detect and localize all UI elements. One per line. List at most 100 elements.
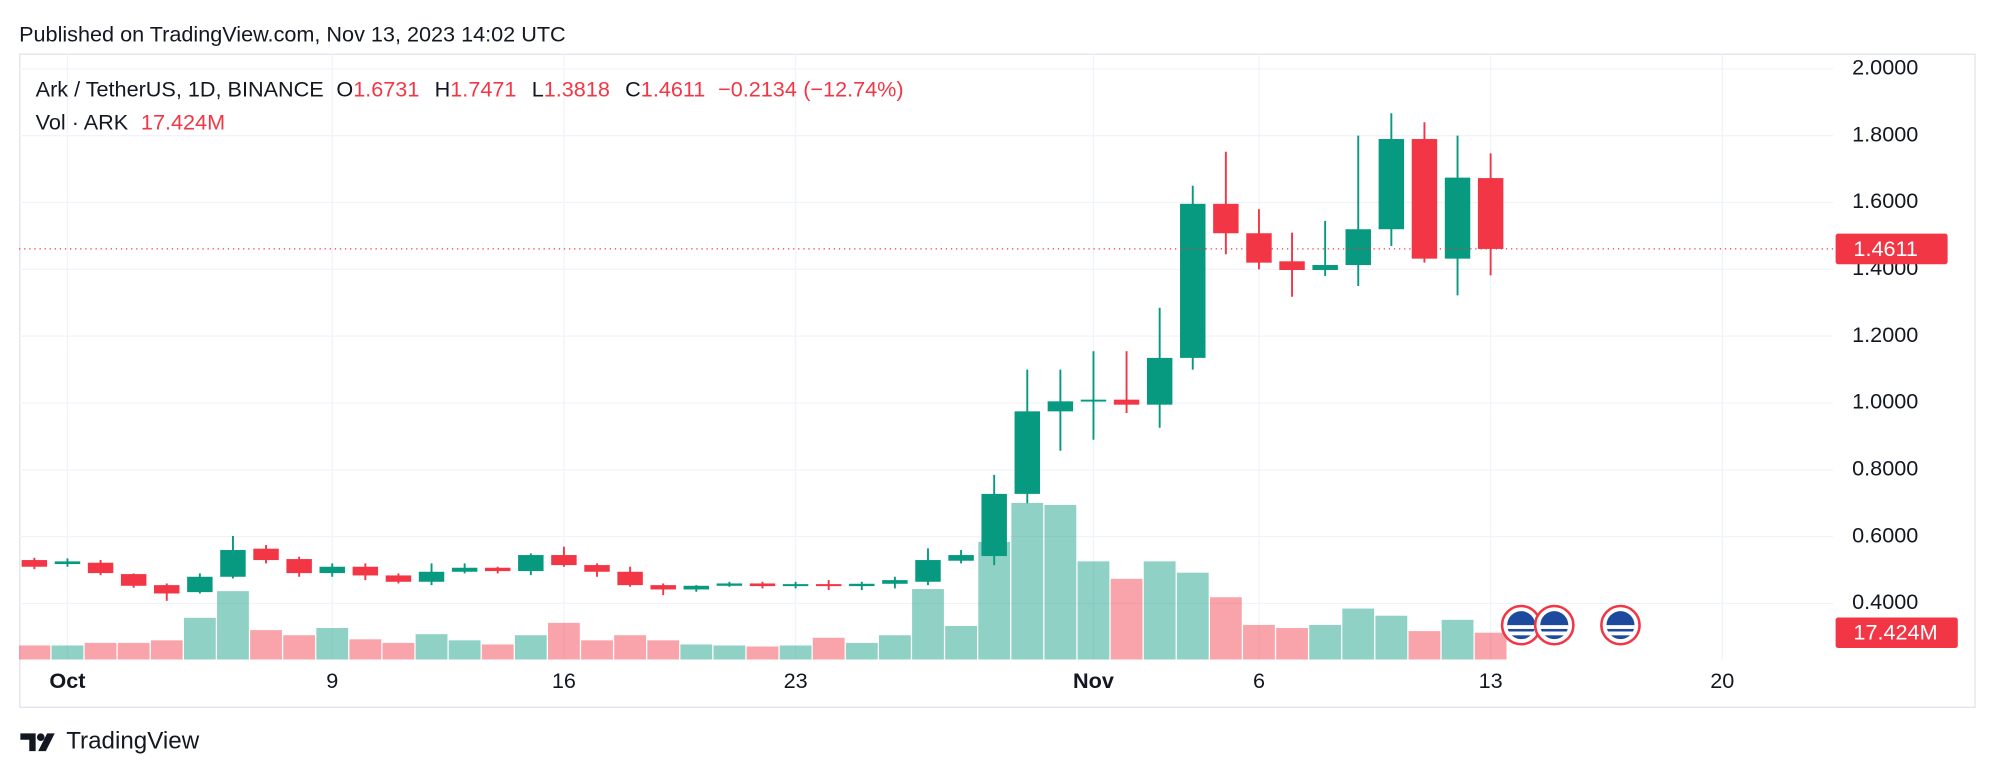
volume-bar: [1110, 578, 1143, 660]
chart-frame: [19, 53, 1976, 708]
candle-body: [319, 566, 345, 574]
y-tick-label: 1.2000: [1852, 322, 1918, 347]
candle-body: [849, 583, 875, 587]
candle-body: [1378, 139, 1405, 230]
candle-body: [1213, 203, 1239, 234]
x-tick-label: 16: [552, 668, 576, 693]
ohlc-key: L: [532, 76, 544, 101]
volume-bar: [548, 622, 580, 660]
candle-body: [518, 555, 544, 572]
x-tick-label: 6: [1253, 668, 1265, 693]
volume-bar: [1176, 572, 1209, 660]
candle-body: [87, 562, 114, 574]
volume-bar: [283, 635, 316, 660]
candle-body: [1080, 399, 1107, 402]
y-tick-label: 1.8000: [1852, 121, 1918, 146]
price-label-box: [1835, 233, 1948, 265]
axes: 0.40000.60000.80001.00001.20001.40001.60…: [49, 55, 1958, 693]
volume-bar: [19, 645, 51, 660]
event-flags: [1500, 604, 1641, 646]
candle-body: [54, 561, 81, 565]
volume-bar: [481, 644, 514, 660]
candle-body: [650, 585, 676, 590]
candle-body: [1444, 177, 1471, 259]
candle-body: [451, 567, 478, 572]
ohlc-key: H: [435, 76, 451, 101]
candle-body: [617, 571, 643, 586]
x-tick-label: Oct: [49, 668, 85, 693]
x-tick-label: Nov: [1073, 668, 1114, 693]
volume-bar: [1276, 628, 1308, 660]
candle-body: [1246, 233, 1272, 263]
candle-body: [749, 583, 776, 587]
volume-bar: [912, 589, 944, 660]
candle-body: [187, 576, 213, 593]
volume-bar: [415, 634, 448, 660]
volume-bar: [51, 645, 84, 660]
brand-logo: [20, 733, 55, 752]
candle-body: [981, 493, 1007, 557]
candle-body: [352, 566, 379, 576]
candle-body: [1180, 203, 1206, 358]
volume-value: 17.424M: [141, 109, 225, 134]
candle-body: [1047, 401, 1074, 412]
x-tick-label: 23: [784, 668, 808, 693]
candle-body: [1312, 264, 1338, 271]
candle-pane: [21, 113, 1504, 601]
volume-bar: [514, 635, 547, 660]
volume-bar: [581, 640, 613, 660]
volume-bar: [84, 642, 117, 660]
candle-body: [584, 565, 610, 572]
volume-bar: [183, 617, 216, 660]
volume-bar: [746, 646, 779, 660]
volume-bar: [117, 642, 150, 660]
volume-bar: [1209, 597, 1242, 660]
volume-bar: [1243, 624, 1275, 660]
last-price-label: 1.4611: [1853, 236, 1918, 261]
volume-bar: [647, 640, 680, 660]
candle-body: [1113, 399, 1140, 405]
ohlc-key: O: [336, 76, 353, 101]
candle-body: [948, 555, 974, 561]
candle-body: [1146, 357, 1173, 405]
ohlc-value: 1.4611: [641, 76, 706, 101]
volume-bar: [448, 640, 481, 660]
candle-body: [286, 559, 312, 574]
volume-bar: [349, 639, 382, 660]
volume-bar: [1309, 624, 1342, 660]
volume-bar: [779, 645, 812, 660]
volume-bar: [812, 637, 845, 660]
published-note: Published on TradingView.com, Nov 13, 20…: [19, 21, 566, 46]
candle-body: [21, 560, 48, 567]
x-tick-label: 9: [326, 668, 338, 693]
volume-bar: [614, 635, 647, 660]
candle-body: [815, 584, 842, 587]
candle-body: [418, 571, 445, 582]
volume-bar: [1474, 632, 1507, 660]
candle-body: [154, 585, 180, 594]
volume-bar: [382, 642, 415, 660]
volume-bar: [1342, 608, 1375, 660]
volume-legend: Vol · ARK 17.424M: [36, 109, 225, 134]
volume-bar: [250, 630, 282, 660]
volume-title: Vol · ARK: [36, 109, 129, 134]
candle-body: [220, 550, 246, 577]
candle-body: [385, 575, 412, 582]
volume-label-box: [1835, 617, 1958, 649]
ohlc-value: 1.3818: [544, 76, 610, 101]
volume-bar: [217, 591, 249, 660]
candle-body: [551, 555, 577, 566]
change-pct: (−12.74%): [803, 76, 903, 101]
candle-body: [253, 548, 279, 561]
volume-bar: [1441, 619, 1474, 660]
volume-bar: [680, 644, 713, 660]
candle-body: [882, 580, 908, 584]
legend: Ark / TetherUS, 1D, BINANCE O1.6731 H1.747…: [36, 76, 904, 101]
candle-body: [484, 567, 511, 572]
x-tick-label: 20: [1710, 668, 1734, 693]
candle-body: [716, 583, 743, 586]
volume-bar: [1011, 502, 1044, 660]
volume-bar: [1375, 615, 1408, 660]
last-volume-label: 17.424M: [1853, 620, 1937, 645]
